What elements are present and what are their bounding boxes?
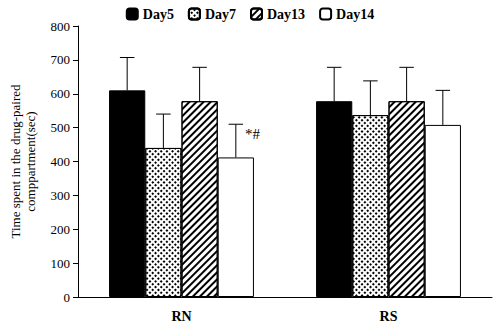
svg-text:Time spent in the drug-paired: Time spent in the drug-paired [8, 84, 23, 239]
svg-text:600: 600 [51, 86, 71, 101]
svg-text:RS: RS [380, 309, 398, 324]
svg-text:comppartment(sec): comppartment(sec) [23, 111, 38, 211]
svg-text:Day5: Day5 [143, 7, 174, 22]
svg-text:300: 300 [51, 188, 71, 203]
svg-text:Day13: Day13 [267, 7, 305, 22]
svg-text:RN: RN [171, 309, 191, 324]
svg-text:400: 400 [51, 154, 71, 169]
svg-text:500: 500 [51, 120, 71, 135]
svg-text:Day14: Day14 [336, 7, 374, 22]
svg-text:*#: *# [245, 126, 261, 142]
svg-text:800: 800 [51, 19, 71, 34]
svg-text:0: 0 [64, 290, 71, 305]
svg-text:200: 200 [51, 222, 71, 237]
svg-text:100: 100 [51, 256, 71, 271]
svg-text:700: 700 [51, 52, 71, 67]
svg-text:Day7: Day7 [205, 7, 236, 22]
